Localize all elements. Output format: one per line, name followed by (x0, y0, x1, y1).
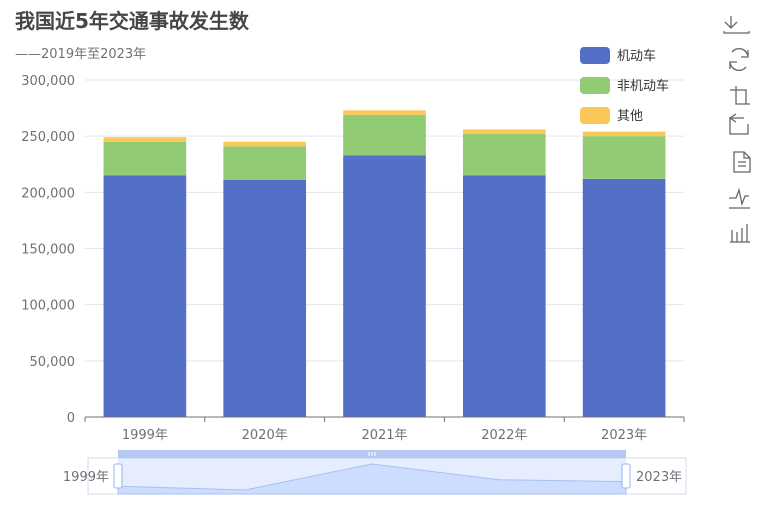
x-tick-label: 2022年 (481, 428, 527, 443)
zoom-handle-left[interactable] (113, 463, 123, 489)
zoom-start-label: 1999年 (63, 470, 109, 485)
bar-segment[interactable] (343, 114, 426, 156)
zoom-back-icon[interactable] (726, 113, 754, 147)
bar-segment[interactable] (103, 137, 187, 142)
bar-segment[interactable] (582, 131, 666, 137)
chart-subtitle: ——2019年至2023年 (15, 47, 146, 62)
legend-item[interactable]: 非机动车 (580, 77, 669, 94)
y-tick-label: 50,000 (30, 355, 76, 370)
y-tick-label: 200,000 (21, 186, 75, 201)
x-tick-label: 2020年 (242, 428, 288, 443)
bar-segment[interactable] (343, 110, 426, 115)
x-tick-label: 2021年 (361, 428, 407, 443)
bar-segment[interactable] (462, 129, 546, 134)
bar-segment[interactable] (103, 175, 187, 417)
legend-item[interactable]: 机动车 (580, 47, 656, 64)
bar-segment[interactable] (582, 136, 666, 179)
bar-segment[interactable] (223, 146, 307, 180)
toolbox (723, 14, 754, 252)
data-zoom-slider[interactable]: 1999年 2023年 (63, 450, 687, 495)
x-tick-label: 1999年 (122, 428, 168, 443)
bar-segment[interactable] (343, 155, 426, 417)
bar-segment[interactable] (103, 141, 187, 176)
y-tick-label: 0 (67, 411, 75, 426)
chart-title: 我国近5年交通事故发生数 (15, 9, 250, 33)
bar-segment[interactable] (462, 175, 546, 417)
legend-swatch (580, 107, 610, 124)
y-tick-label: 300,000 (21, 74, 75, 89)
axes: 1999年 2020年 2021年 2022年 2023年 (84, 416, 685, 443)
x-tick-label: 2023年 (601, 428, 647, 443)
y-tick-label: 250,000 (21, 130, 75, 145)
bars (103, 110, 666, 417)
line-chart-icon[interactable] (726, 187, 754, 217)
bar-segment[interactable] (462, 133, 546, 176)
legend-item[interactable]: 其他 (580, 107, 643, 124)
zoom-handle-right[interactable] (621, 463, 631, 489)
y-tick-label: 150,000 (21, 243, 75, 258)
legend-swatch (580, 47, 610, 64)
grip-icon (368, 452, 376, 456)
legend-label: 非机动车 (617, 78, 669, 94)
bar-segment[interactable] (223, 179, 307, 417)
y-tick-label: 100,000 (21, 299, 75, 314)
data-view-icon[interactable] (726, 151, 754, 182)
download-icon[interactable] (723, 14, 754, 42)
legend-swatch (580, 77, 610, 94)
bar-segment[interactable] (582, 178, 666, 417)
legend-label: 机动车 (617, 48, 656, 64)
bar-chart-icon[interactable] (726, 224, 754, 252)
zoom-icon[interactable] (726, 84, 754, 112)
zoom-end-label: 2023年 (636, 470, 682, 485)
zoom-preview-area (117, 463, 627, 495)
grid: 0 50,000 100,000 150,000 200,000 250,000 300,0… (21, 74, 684, 426)
legend-label: 其他 (617, 109, 643, 124)
bar-segment[interactable] (223, 141, 307, 147)
restore-icon[interactable] (726, 48, 754, 77)
